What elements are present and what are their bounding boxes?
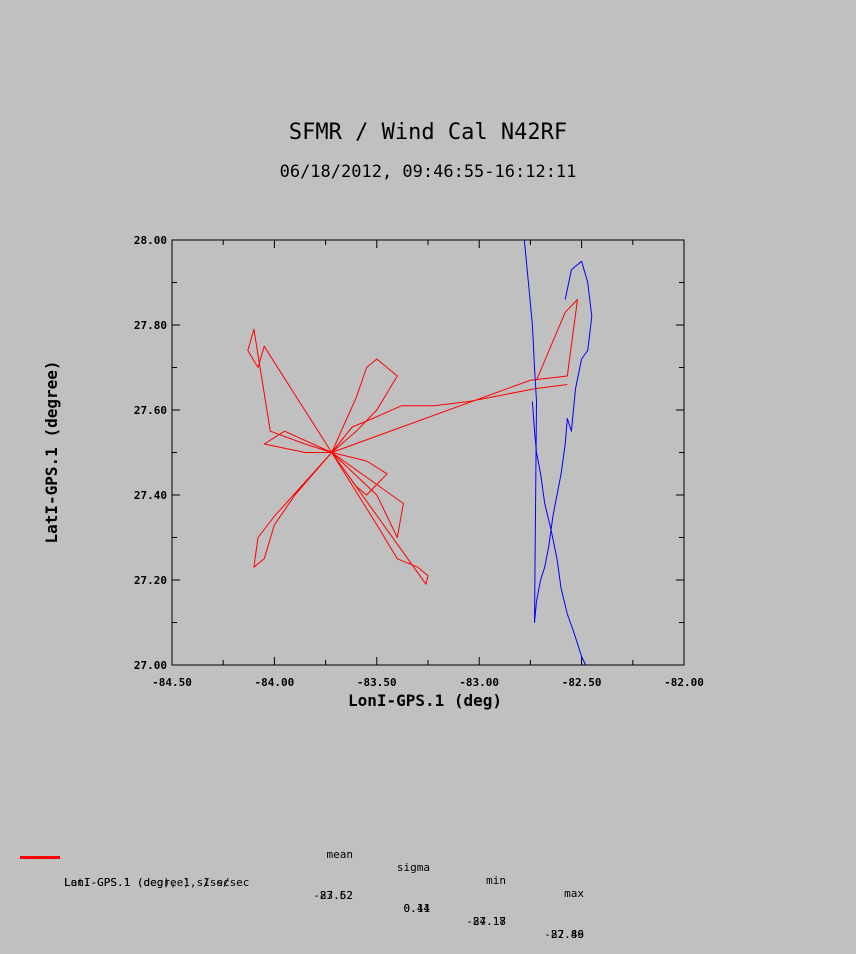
y-tick-label: 27.20 [134, 574, 167, 587]
series-line-0 [247, 299, 578, 585]
axis-ticks: -84.50 -84.00 -83.50 -83.00 -82.50 -82.00 27.0… [134, 234, 704, 689]
legend-swatch-lat [20, 856, 60, 859]
lon-max: -82.49 [544, 928, 584, 941]
y-axis-title: LatI-GPS.1 (degree) [42, 360, 61, 543]
y-tick-label: 27.80 [134, 319, 167, 332]
y-tick-label: 28.00 [134, 234, 167, 247]
y-tick-label: 27.40 [134, 489, 167, 502]
plot-frame [171, 239, 685, 666]
x-tick-label: -84.50 [152, 676, 192, 689]
x-tick-label: -82.50 [562, 676, 602, 689]
stats-row-lat: LatI-GPS.1 (degree), 1 s/sec 27.52 0.14 … [0, 850, 856, 941]
lon-mean: -83.62 [313, 889, 353, 902]
stats-row-lon: LonI-GPS.1 (deg), 1 s/sec -83.62 0.41 -8… [0, 863, 856, 941]
x-axis-title: LonI-GPS.1 (deg) [348, 691, 502, 710]
header-mean: mean [326, 848, 354, 861]
chart-title: SFMR / Wind Cal N42RF [288, 120, 568, 145]
legend-label-lon: LonI-GPS.1 (deg), 1 s/sec [64, 876, 230, 889]
chart-subtitle: 06/18/2012, 09:46:55-16:12:11 [279, 162, 577, 182]
lon-min: -84.17 [466, 915, 506, 928]
plot-area: -84.50 -84.00 -83.50 -83.00 -82.50 -82.00 27.0… [42, 234, 704, 710]
y-tick-label: 27.00 [134, 659, 167, 672]
lon-sigma: 0.41 [403, 902, 431, 915]
x-tick-label: -83.00 [459, 676, 499, 689]
stats-header-row: mean sigma min max [0, 835, 856, 900]
series-group [247, 239, 593, 666]
x-tick-label: -84.00 [255, 676, 295, 689]
x-tick-label: -83.50 [357, 676, 397, 689]
y-tick-label: 27.60 [134, 404, 167, 417]
header-sigma: sigma [396, 861, 430, 874]
series-line-2 [531, 401, 587, 666]
x-tick-label: -82.00 [664, 676, 704, 689]
series-line-1 [523, 239, 593, 623]
header-max: max [564, 887, 584, 900]
